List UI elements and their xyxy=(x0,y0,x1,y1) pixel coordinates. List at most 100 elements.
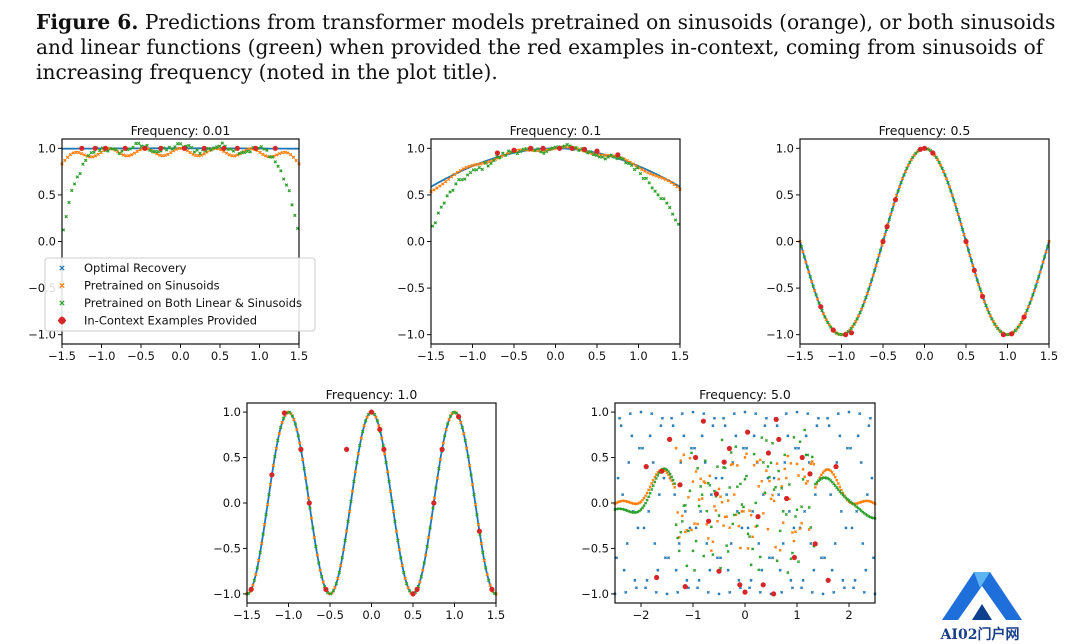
optimal-point xyxy=(802,579,804,581)
example-point xyxy=(807,471,812,476)
both-point xyxy=(487,165,490,168)
both-point xyxy=(788,483,790,485)
optimal-point xyxy=(661,417,663,419)
both-point xyxy=(701,494,703,496)
optimal-point xyxy=(794,447,796,449)
sinusoids-point xyxy=(793,540,795,542)
optimal-point xyxy=(695,527,697,529)
optimal-point xyxy=(703,413,705,415)
both-point xyxy=(759,556,761,558)
both-point xyxy=(756,525,758,527)
both-point xyxy=(693,569,695,571)
optimal-point xyxy=(625,591,627,593)
example-point xyxy=(307,500,312,505)
x-tick-label: −0.5 xyxy=(316,608,344,622)
y-tick-label: 0.0 xyxy=(223,496,241,510)
optimal-point xyxy=(748,587,750,589)
legend-entry: In-Context Examples Provided xyxy=(84,314,257,328)
sinusoids-point xyxy=(189,151,192,154)
optimal-point xyxy=(822,593,824,595)
optimal-point xyxy=(800,587,802,589)
example-point xyxy=(221,146,226,151)
example-point xyxy=(1001,332,1006,337)
both-point xyxy=(458,178,461,181)
optimal-point xyxy=(649,435,651,437)
both-point xyxy=(796,509,798,511)
sinusoids-point xyxy=(704,482,706,484)
sinusoids-point xyxy=(130,153,133,156)
sinusoids-point xyxy=(641,168,644,171)
optimal-point xyxy=(745,447,747,449)
sinusoids-point xyxy=(231,154,234,157)
optimal-point xyxy=(681,413,683,415)
both-point xyxy=(698,505,700,507)
sinusoids-point xyxy=(94,155,97,158)
optimal-point xyxy=(764,425,766,427)
example-point xyxy=(792,555,797,560)
sinusoids-point xyxy=(436,187,439,190)
optimal-point xyxy=(805,435,807,437)
optimal-point xyxy=(643,527,645,529)
example-point xyxy=(893,197,898,202)
example-point xyxy=(963,239,968,244)
both-point xyxy=(657,194,660,197)
optimal-point xyxy=(773,477,775,479)
both-point xyxy=(692,550,694,552)
both-point xyxy=(684,504,686,506)
both-point xyxy=(784,454,786,456)
optimal-point xyxy=(796,411,798,413)
optimal-point xyxy=(778,494,780,496)
both-point xyxy=(644,502,646,504)
optimal-point xyxy=(771,557,773,559)
example-point xyxy=(103,146,108,151)
sinusoids-point xyxy=(192,153,195,156)
example-point xyxy=(557,146,562,151)
optimal-point xyxy=(872,557,874,559)
optimal-point xyxy=(750,579,752,581)
both-point xyxy=(767,465,769,467)
sinusoids-point xyxy=(441,183,444,186)
example-point xyxy=(776,437,781,442)
both-point xyxy=(449,191,452,194)
both-point xyxy=(90,151,93,154)
both-point xyxy=(274,161,277,164)
optimal-point xyxy=(654,542,656,544)
optimal-point xyxy=(834,542,836,544)
optimal-point xyxy=(856,510,858,512)
x-tick-label: 1.5 xyxy=(487,608,505,622)
optimal-point xyxy=(782,542,784,544)
y-tick-label: 0.5 xyxy=(776,188,794,202)
sinusoids-point xyxy=(811,460,813,462)
sinusoids-point xyxy=(799,528,801,530)
sinusoids-point xyxy=(736,464,738,466)
example-point xyxy=(477,529,482,534)
example-point xyxy=(727,446,732,451)
x-tick-label: −2 xyxy=(633,608,650,622)
example-point xyxy=(667,437,672,442)
optimal-point xyxy=(859,413,861,415)
example-point xyxy=(813,541,818,546)
example-point xyxy=(253,146,258,151)
optimal-point xyxy=(622,494,624,496)
both-point xyxy=(745,475,747,477)
both-point xyxy=(466,174,469,177)
watermark: AI02门户网 xyxy=(930,568,1030,643)
sinusoids-point xyxy=(128,154,131,157)
both-point xyxy=(218,145,221,148)
example-point xyxy=(93,146,98,151)
both-point xyxy=(285,184,288,187)
both-point xyxy=(475,169,478,172)
optimal-point xyxy=(848,411,850,413)
sinusoids-point xyxy=(790,462,792,464)
y-tick-label: 1.0 xyxy=(223,405,241,419)
x-tick-label: −1.0 xyxy=(459,349,487,363)
optimal-point xyxy=(781,591,783,593)
sinusoids-point xyxy=(805,482,807,484)
x-tick-label: 1 xyxy=(793,608,800,622)
sinusoids-point xyxy=(836,479,838,481)
sinusoids-point xyxy=(748,510,750,512)
optimal-point xyxy=(742,447,744,449)
optimal-point xyxy=(852,587,854,589)
both-point xyxy=(249,150,252,153)
sinusoids-point xyxy=(295,159,298,162)
